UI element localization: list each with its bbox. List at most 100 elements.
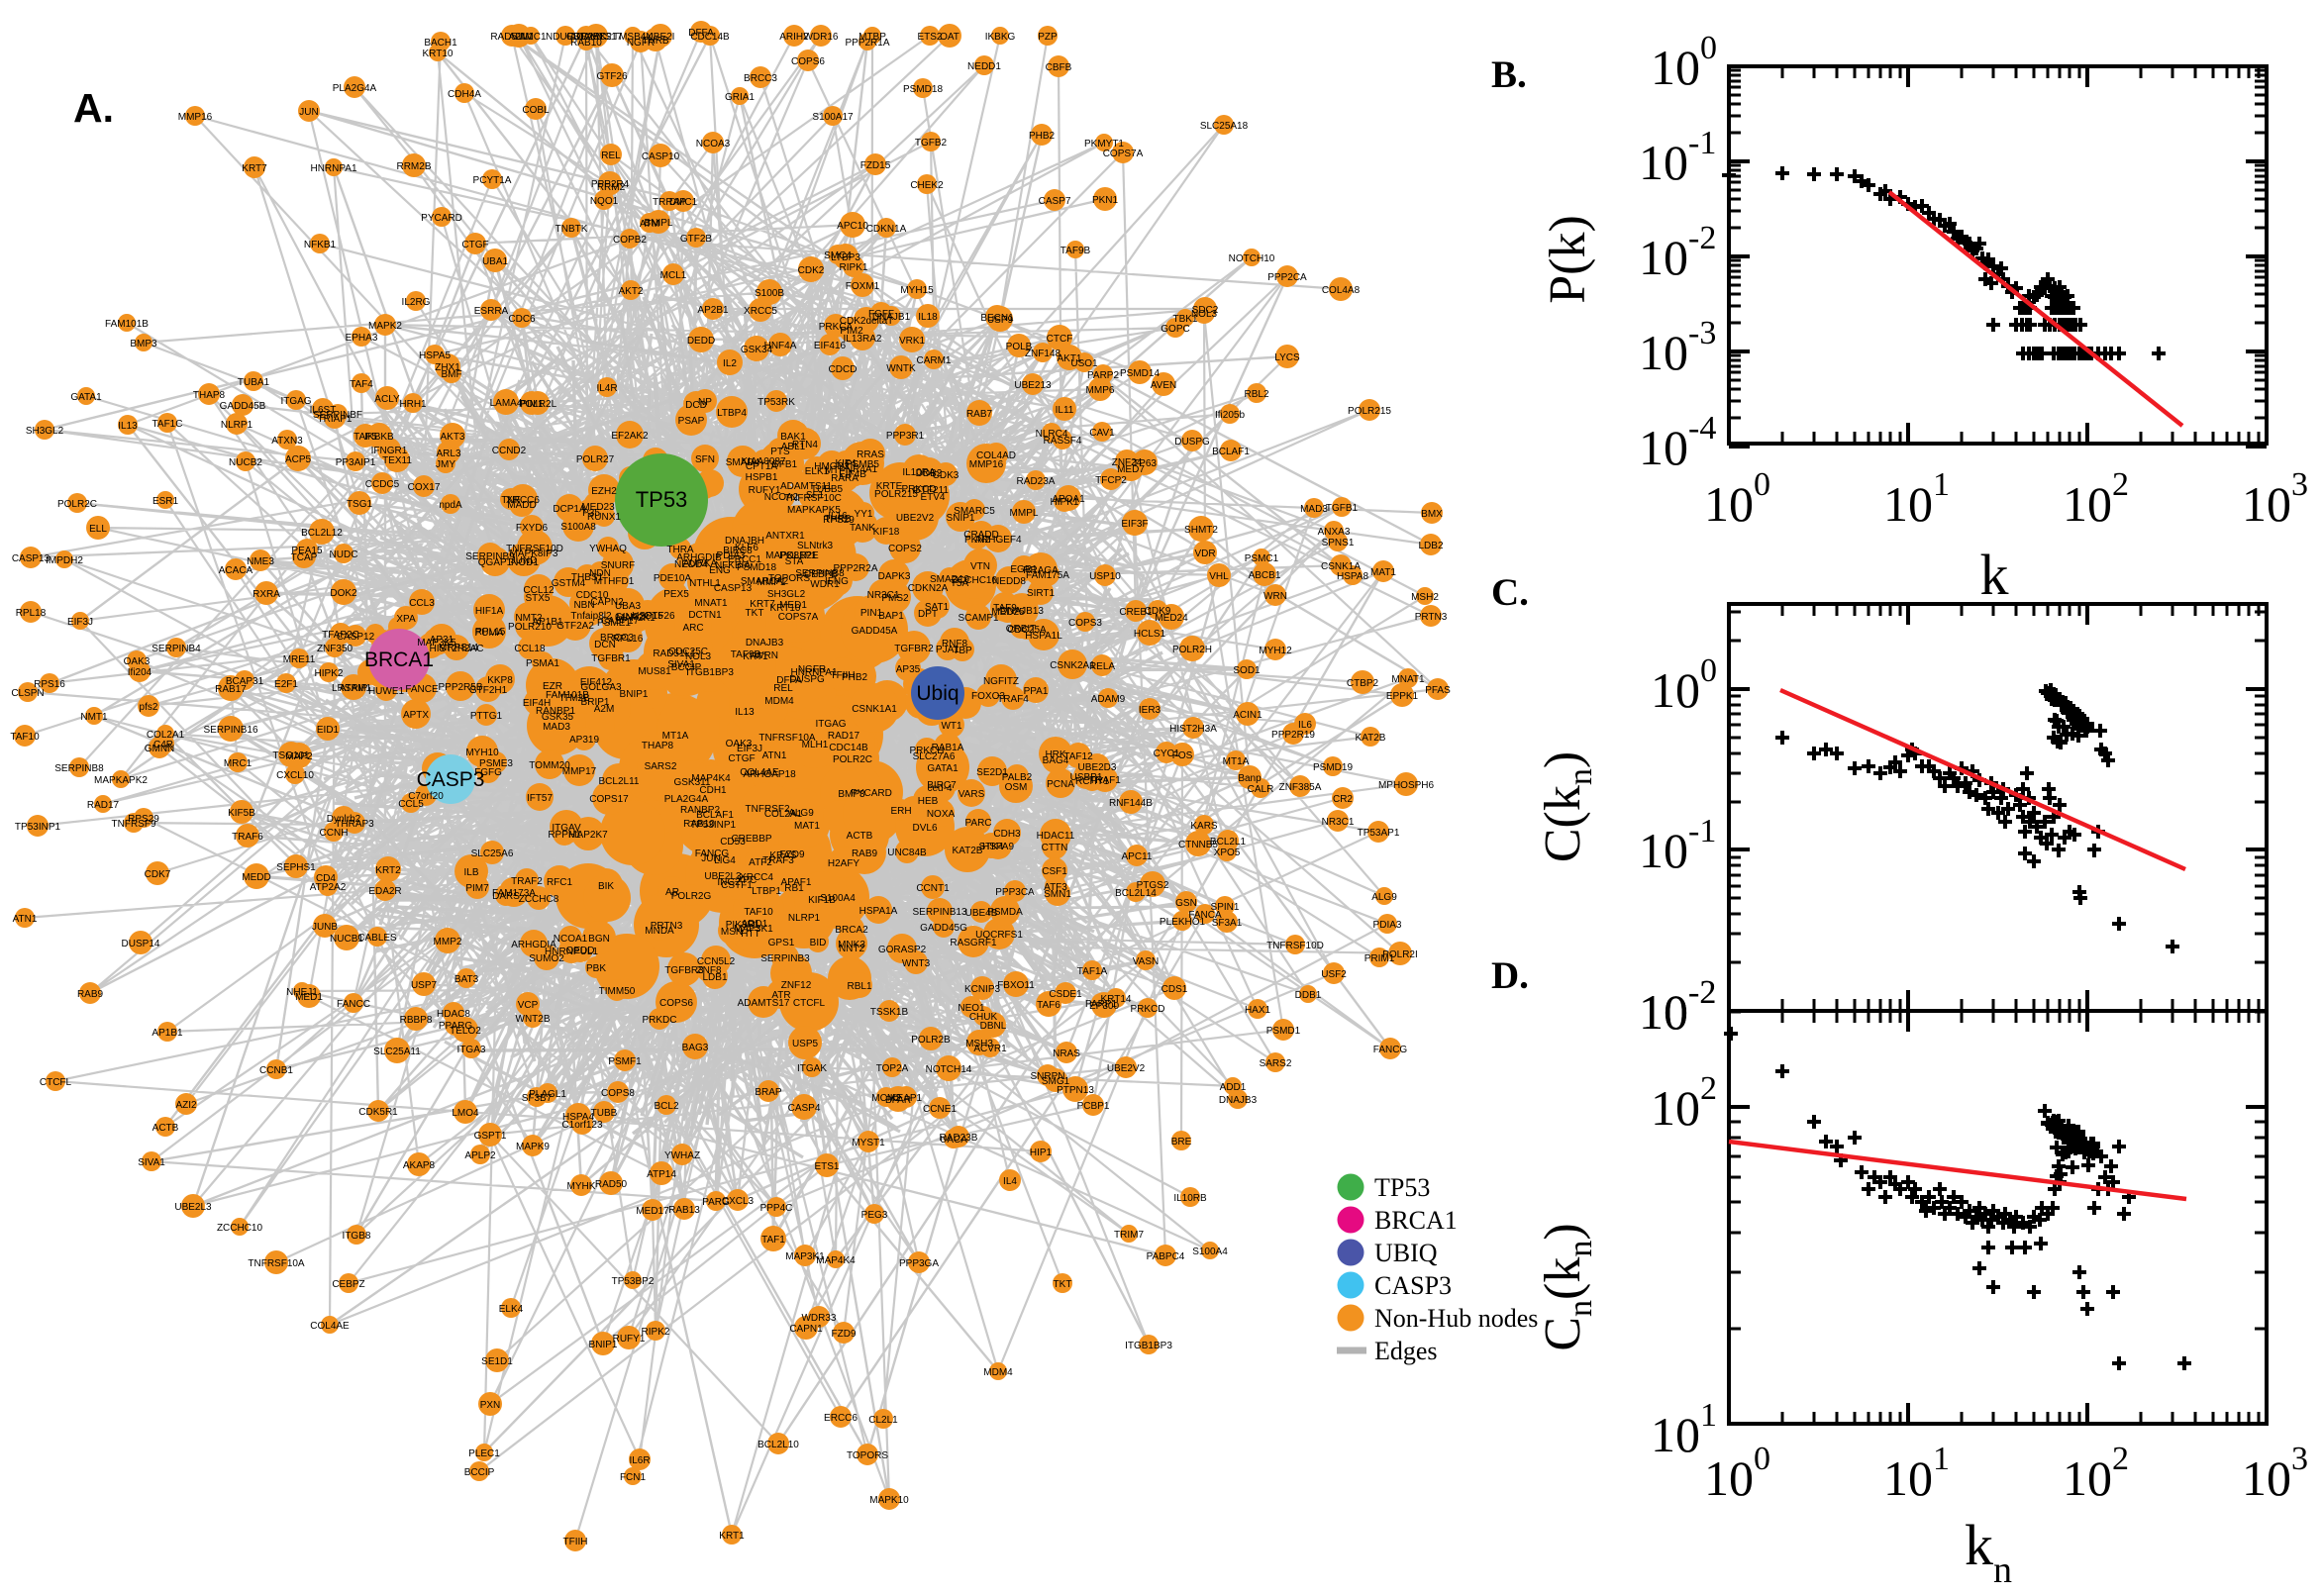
svg-text:HSPB1: HSPB1	[746, 472, 778, 483]
svg-text:PPA1: PPA1	[1024, 686, 1049, 697]
svg-text:UACA: UACA	[940, 1135, 967, 1146]
svg-text:RAD23B: RAD23B	[940, 1133, 978, 1144]
svg-text:WDR33: WDR33	[801, 1313, 836, 1324]
svg-text:GOLGA3: GOLGA3	[580, 682, 622, 693]
svg-text:HAX1: HAX1	[1245, 1005, 1271, 1016]
svg-text:RAD23A: RAD23A	[1017, 476, 1056, 487]
svg-text:RTN4: RTN4	[792, 440, 818, 450]
svg-text:TAF1A: TAF1A	[1077, 966, 1108, 977]
svg-text:MAT1: MAT1	[794, 821, 820, 832]
svg-text:PCYT1A: PCYT1A	[473, 175, 512, 186]
svg-text:RAB9: RAB9	[77, 989, 104, 1000]
svg-text:TP53INP1: TP53INP1	[15, 822, 61, 833]
svg-text:BAG3: BAG3	[682, 1043, 709, 1053]
svg-text:CTCFL: CTCFL	[793, 998, 826, 1009]
svg-text:BCLAF1: BCLAF1	[1212, 447, 1250, 457]
svg-text:ZNF24: ZNF24	[1112, 457, 1143, 468]
svg-text:TGFB1: TGFB1	[1326, 503, 1359, 514]
svg-text:RRM2B: RRM2B	[396, 161, 431, 172]
svg-text:USP9: USP9	[987, 315, 1014, 326]
svg-text:EIF4H: EIF4H	[523, 698, 551, 709]
svg-text:ADAMTS17: ADAMTS17	[738, 998, 790, 1009]
svg-text:SMARCA2: SMARCA2	[741, 576, 789, 587]
svg-text:NLRC4: NLRC4	[1036, 429, 1068, 440]
svg-text:USP10: USP10	[1089, 571, 1121, 582]
svg-text:CTGF: CTGF	[461, 240, 488, 250]
svg-text:RFC1: RFC1	[547, 877, 573, 888]
svg-text:COPS2: COPS2	[888, 544, 922, 554]
svg-text:BACH1: BACH1	[424, 38, 457, 49]
svg-text:XPC: XPC	[737, 875, 758, 886]
svg-text:MAP3K1: MAP3K1	[734, 924, 773, 935]
svg-text:ATN1: ATN1	[13, 914, 38, 925]
svg-text:PSMB5: PSMB5	[846, 459, 879, 470]
svg-text:OAT: OAT	[940, 32, 960, 43]
svg-text:RPL15: RPL15	[475, 627, 506, 638]
svg-text:MTHFD1: MTHFD1	[594, 576, 635, 587]
svg-text:IL13RA2: IL13RA2	[844, 334, 882, 345]
svg-text:KIAA0087: KIAA0087	[741, 456, 785, 467]
svg-text:TAF10: TAF10	[10, 732, 40, 743]
svg-text:MAP4K4: MAP4K4	[816, 1255, 856, 1266]
svg-text:PRKCD: PRKCD	[901, 484, 936, 495]
svg-text:Ifi205b: Ifi205b	[1215, 410, 1245, 421]
svg-text:TUBB5: TUBB5	[811, 484, 844, 495]
svg-text:BIRC7: BIRC7	[927, 780, 957, 791]
svg-text:BAG4: BAG4	[1043, 755, 1069, 766]
svg-text:GSK311: GSK311	[673, 777, 710, 788]
svg-text:npdA: npdA	[439, 500, 462, 511]
svg-text:CDKN1A: CDKN1A	[866, 224, 907, 235]
svg-text:APC10: APC10	[837, 221, 868, 232]
svg-text:RPS29: RPS29	[823, 515, 855, 526]
svg-text:COL2A1: COL2A1	[147, 730, 185, 741]
svg-text:BCAP31: BCAP31	[226, 676, 264, 687]
svg-text:PLEKHO1: PLEKHO1	[1160, 917, 1206, 928]
svg-text:PPP3R1: PPP3R1	[886, 431, 925, 442]
svg-text:NOL3: NOL3	[1191, 309, 1218, 320]
svg-text:PHB2: PHB2	[842, 672, 868, 683]
svg-text:NBN: NBN	[573, 600, 594, 611]
svg-text:CSNK2A1: CSNK2A1	[1050, 660, 1095, 671]
svg-text:SMC4: SMC4	[824, 250, 852, 261]
svg-text:101: 101	[1883, 1441, 1950, 1506]
svg-text:MMP16: MMP16	[178, 112, 213, 123]
svg-text:GADD45A: GADD45A	[852, 626, 898, 637]
svg-text:CSDE1: CSDE1	[1049, 989, 1082, 1000]
svg-text:ZCCHC8: ZCCHC8	[519, 894, 559, 905]
svg-text:EZR: EZR	[543, 681, 562, 692]
svg-text:PPP2R4: PPP2R4	[591, 179, 630, 190]
svg-text:XPA: XPA	[396, 614, 416, 625]
svg-text:ETS1: ETS1	[814, 1161, 839, 1172]
svg-text:CDK5R1: CDK5R1	[358, 1107, 398, 1118]
svg-text:ITGA3: ITGA3	[457, 1045, 486, 1055]
svg-text:CCL5: CCL5	[398, 799, 424, 810]
svg-text:ITGB1BP3: ITGB1BP3	[686, 667, 734, 678]
svg-text:SLC25A18: SLC25A18	[1200, 121, 1249, 132]
svg-text:ARHGAP18: ARHGAP18	[743, 769, 796, 780]
svg-text:BFAR: BFAR	[885, 1095, 911, 1106]
svg-text:MYH12: MYH12	[1259, 646, 1292, 656]
svg-text:FOS: FOS	[1172, 750, 1193, 761]
svg-text:HNRNPA1: HNRNPA1	[310, 163, 356, 174]
svg-text:GATA1: GATA1	[70, 392, 102, 403]
svg-text:BRCC3: BRCC3	[600, 633, 634, 644]
svg-text:NFKB1: NFKB1	[304, 240, 337, 250]
svg-text:SIVA1: SIVA1	[138, 1157, 165, 1168]
svg-text:BAK1: BAK1	[780, 432, 806, 443]
svg-text:RAD51L1: RAD51L1	[653, 648, 696, 659]
svg-text:SE1D1: SE1D1	[481, 1356, 513, 1367]
svg-text:COL4AE: COL4AE	[310, 1321, 350, 1332]
svg-text:NUCB2: NUCB2	[229, 457, 262, 468]
svg-text:ARHGDIB: ARHGDIB	[676, 552, 722, 563]
svg-text:EIF3J: EIF3J	[67, 617, 93, 628]
svg-text:B.: B.	[1491, 53, 1527, 96]
svg-text:HNRNPA1: HNRNPA1	[790, 667, 837, 678]
svg-text:CBFB: CBFB	[1046, 62, 1072, 73]
svg-text:FAM101B: FAM101B	[105, 319, 149, 330]
svg-text:CDH4A: CDH4A	[448, 89, 481, 100]
svg-text:RAB13: RAB13	[668, 1205, 700, 1216]
svg-text:CCL18: CCL18	[514, 644, 546, 654]
svg-text:PTS: PTS	[770, 447, 790, 457]
svg-text:SLC25A11: SLC25A11	[373, 1047, 421, 1057]
svg-text:TGFB2: TGFB2	[915, 138, 948, 149]
